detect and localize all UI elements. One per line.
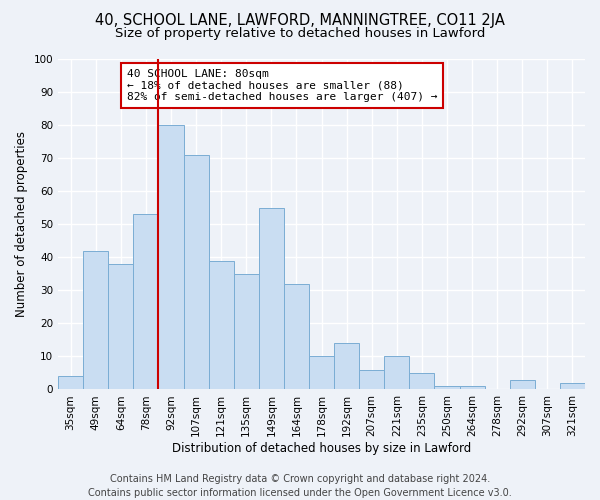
X-axis label: Distribution of detached houses by size in Lawford: Distribution of detached houses by size …: [172, 442, 471, 455]
Bar: [184, 155, 209, 390]
Bar: [259, 208, 284, 390]
Text: 40, SCHOOL LANE, LAWFORD, MANNINGTREE, CO11 2JA: 40, SCHOOL LANE, LAWFORD, MANNINGTREE, C…: [95, 12, 505, 28]
Text: Size of property relative to detached houses in Lawford: Size of property relative to detached ho…: [115, 28, 485, 40]
Bar: [359, 370, 384, 390]
Bar: [233, 274, 259, 390]
Bar: [309, 356, 334, 390]
Bar: [284, 284, 309, 390]
Bar: [560, 383, 585, 390]
Y-axis label: Number of detached properties: Number of detached properties: [15, 131, 28, 317]
Bar: [108, 264, 133, 390]
Bar: [83, 250, 108, 390]
Bar: [58, 376, 83, 390]
Bar: [334, 343, 359, 390]
Bar: [434, 386, 460, 390]
Text: 40 SCHOOL LANE: 80sqm
← 18% of detached houses are smaller (88)
82% of semi-deta: 40 SCHOOL LANE: 80sqm ← 18% of detached …: [127, 69, 437, 102]
Bar: [460, 386, 485, 390]
Bar: [158, 125, 184, 390]
Bar: [384, 356, 409, 390]
Bar: [133, 214, 158, 390]
Text: Contains HM Land Registry data © Crown copyright and database right 2024.
Contai: Contains HM Land Registry data © Crown c…: [88, 474, 512, 498]
Bar: [409, 373, 434, 390]
Bar: [510, 380, 535, 390]
Bar: [209, 260, 233, 390]
